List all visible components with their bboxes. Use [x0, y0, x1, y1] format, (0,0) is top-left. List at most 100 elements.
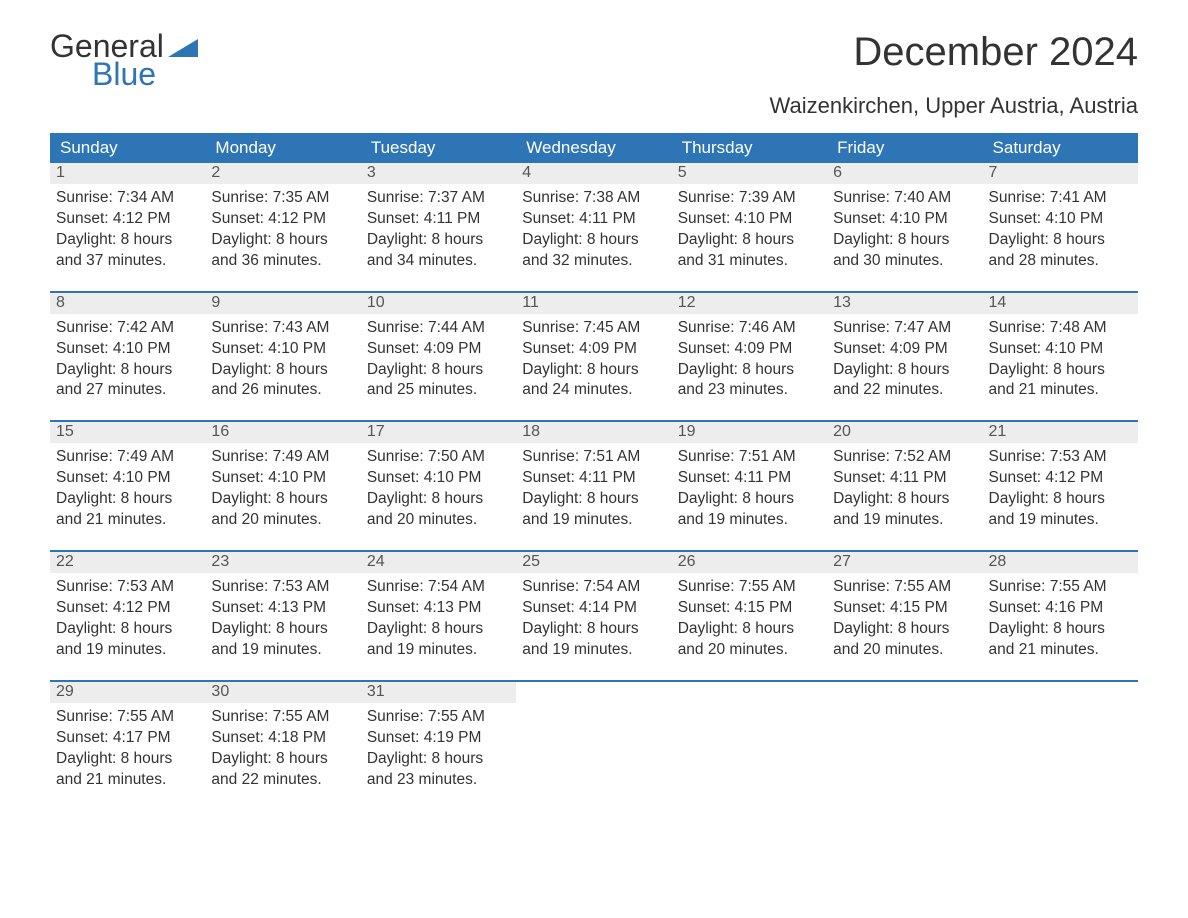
day-header: Tuesday [361, 133, 516, 163]
day-d2: and 28 minutes. [989, 251, 1132, 272]
day-header: Monday [205, 133, 360, 163]
day-d1: Daylight: 8 hours [211, 489, 354, 510]
day-header: Friday [827, 133, 982, 163]
day-sunrise: Sunrise: 7:48 AM [989, 318, 1132, 339]
day-d1: Daylight: 8 hours [833, 230, 976, 251]
day-sunrise: Sunrise: 7:54 AM [522, 577, 665, 598]
day-header: Wednesday [516, 133, 671, 163]
day-number-cell: 11 [516, 292, 671, 314]
day-number-cell: 12 [672, 292, 827, 314]
day-body-cell: Sunrise: 7:49 AMSunset: 4:10 PMDaylight:… [50, 443, 205, 531]
day-body-cell: Sunrise: 7:52 AMSunset: 4:11 PMDaylight:… [827, 443, 982, 531]
day-sunset: Sunset: 4:10 PM [989, 339, 1132, 360]
day-sunset: Sunset: 4:17 PM [56, 728, 199, 749]
day-d1: Daylight: 8 hours [367, 360, 510, 381]
day-number-cell: 27 [827, 551, 982, 573]
day-number-cell: 29 [50, 681, 205, 703]
day-sunset: Sunset: 4:13 PM [211, 598, 354, 619]
day-number-cell: 17 [361, 421, 516, 443]
day-number-cell: 24 [361, 551, 516, 573]
day-d1: Daylight: 8 hours [367, 489, 510, 510]
day-sunrise: Sunrise: 7:39 AM [678, 188, 821, 209]
day-body-row: Sunrise: 7:55 AMSunset: 4:17 PMDaylight:… [50, 703, 1138, 791]
day-header: Saturday [983, 133, 1138, 163]
day-body-cell: Sunrise: 7:51 AMSunset: 4:11 PMDaylight:… [516, 443, 671, 531]
day-d2: and 31 minutes. [678, 251, 821, 272]
day-number-cell: 10 [361, 292, 516, 314]
day-sunrise: Sunrise: 7:51 AM [678, 447, 821, 468]
day-d2: and 32 minutes. [522, 251, 665, 272]
day-d2: and 19 minutes. [833, 510, 976, 531]
day-d2: and 21 minutes. [989, 640, 1132, 661]
day-sunset: Sunset: 4:09 PM [522, 339, 665, 360]
day-d1: Daylight: 8 hours [989, 619, 1132, 640]
day-number-row: 15161718192021 [50, 421, 1138, 443]
day-number-row: 293031 [50, 681, 1138, 703]
day-sunset: Sunset: 4:10 PM [211, 468, 354, 489]
day-sunset: Sunset: 4:11 PM [833, 468, 976, 489]
day-number-cell: 5 [672, 163, 827, 184]
day-d1: Daylight: 8 hours [989, 360, 1132, 381]
day-sunrise: Sunrise: 7:54 AM [367, 577, 510, 598]
day-d1: Daylight: 8 hours [56, 749, 199, 770]
day-d2: and 37 minutes. [56, 251, 199, 272]
day-d2: and 27 minutes. [56, 380, 199, 401]
day-number-cell: 2 [205, 163, 360, 184]
day-sunset: Sunset: 4:14 PM [522, 598, 665, 619]
day-body-cell: Sunrise: 7:54 AMSunset: 4:14 PMDaylight:… [516, 573, 671, 661]
day-body-cell: Sunrise: 7:45 AMSunset: 4:09 PMDaylight:… [516, 314, 671, 402]
day-sunset: Sunset: 4:15 PM [833, 598, 976, 619]
day-sunset: Sunset: 4:09 PM [833, 339, 976, 360]
day-d2: and 36 minutes. [211, 251, 354, 272]
logo: General Blue [50, 30, 198, 90]
day-d2: and 23 minutes. [678, 380, 821, 401]
day-body-cell: Sunrise: 7:34 AMSunset: 4:12 PMDaylight:… [50, 184, 205, 272]
day-sunrise: Sunrise: 7:44 AM [367, 318, 510, 339]
day-d1: Daylight: 8 hours [367, 749, 510, 770]
day-number-cell: 7 [983, 163, 1138, 184]
day-number-cell: 14 [983, 292, 1138, 314]
day-d1: Daylight: 8 hours [211, 360, 354, 381]
day-d1: Daylight: 8 hours [367, 619, 510, 640]
day-d1: Daylight: 8 hours [678, 619, 821, 640]
day-d1: Daylight: 8 hours [678, 489, 821, 510]
day-body-cell: Sunrise: 7:53 AMSunset: 4:13 PMDaylight:… [205, 573, 360, 661]
day-d2: and 25 minutes. [367, 380, 510, 401]
day-sunset: Sunset: 4:12 PM [211, 209, 354, 230]
day-body-cell: Sunrise: 7:53 AMSunset: 4:12 PMDaylight:… [50, 573, 205, 661]
day-sunrise: Sunrise: 7:42 AM [56, 318, 199, 339]
day-d1: Daylight: 8 hours [211, 230, 354, 251]
day-sunset: Sunset: 4:12 PM [56, 209, 199, 230]
day-number-cell: 8 [50, 292, 205, 314]
day-sunset: Sunset: 4:10 PM [678, 209, 821, 230]
day-body-cell [983, 703, 1138, 791]
day-number-cell: 6 [827, 163, 982, 184]
day-sunset: Sunset: 4:11 PM [522, 468, 665, 489]
day-sunset: Sunset: 4:19 PM [367, 728, 510, 749]
day-body-cell [672, 703, 827, 791]
day-sunset: Sunset: 4:09 PM [678, 339, 821, 360]
day-sunrise: Sunrise: 7:43 AM [211, 318, 354, 339]
day-body-cell: Sunrise: 7:46 AMSunset: 4:09 PMDaylight:… [672, 314, 827, 402]
day-sunrise: Sunrise: 7:53 AM [211, 577, 354, 598]
day-number-row: 1234567 [50, 163, 1138, 184]
day-d2: and 19 minutes. [678, 510, 821, 531]
day-d1: Daylight: 8 hours [522, 489, 665, 510]
week-separator [50, 661, 1138, 681]
day-sunset: Sunset: 4:10 PM [833, 209, 976, 230]
day-number-cell: 1 [50, 163, 205, 184]
day-body-cell: Sunrise: 7:50 AMSunset: 4:10 PMDaylight:… [361, 443, 516, 531]
day-d2: and 22 minutes. [211, 770, 354, 791]
day-number-cell: 26 [672, 551, 827, 573]
day-body-row: Sunrise: 7:49 AMSunset: 4:10 PMDaylight:… [50, 443, 1138, 531]
day-sunset: Sunset: 4:11 PM [678, 468, 821, 489]
day-body-row: Sunrise: 7:53 AMSunset: 4:12 PMDaylight:… [50, 573, 1138, 661]
day-sunrise: Sunrise: 7:55 AM [211, 707, 354, 728]
day-number-cell: 20 [827, 421, 982, 443]
day-d2: and 19 minutes. [522, 510, 665, 531]
day-sunset: Sunset: 4:10 PM [989, 209, 1132, 230]
day-d2: and 19 minutes. [367, 640, 510, 661]
day-body-cell: Sunrise: 7:47 AMSunset: 4:09 PMDaylight:… [827, 314, 982, 402]
day-sunrise: Sunrise: 7:34 AM [56, 188, 199, 209]
day-number-cell: 25 [516, 551, 671, 573]
